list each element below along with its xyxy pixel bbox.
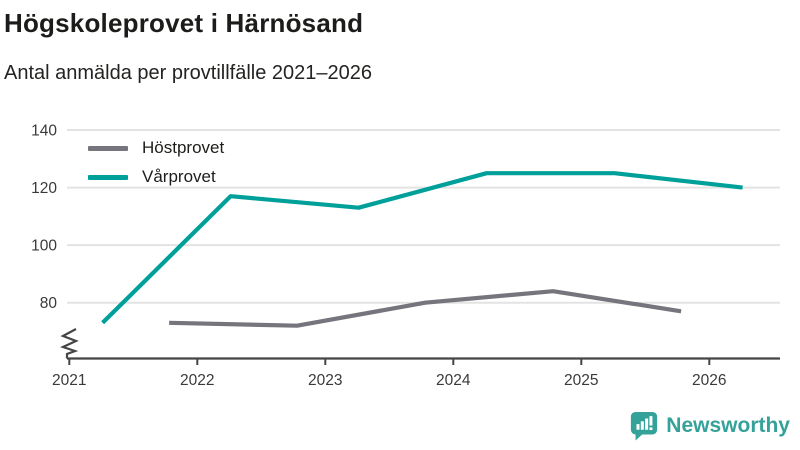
x-tick-label-2023: 2023 — [308, 372, 342, 389]
y-tick-label-80: 80 — [40, 295, 58, 312]
legend-swatch — [88, 174, 128, 180]
tick-labels: 80 100 120 140 2021 2022 2023 2024 2025 2026 — [31, 123, 726, 389]
x-axis — [60, 328, 780, 365]
newsworthy-logo-icon — [631, 411, 658, 441]
legend-swatch — [88, 145, 128, 151]
series-line-vårprovet — [101, 171, 743, 325]
y-tick-label-120: 120 — [31, 180, 57, 197]
legend-item-vårprovet: Vårprovet — [88, 167, 224, 187]
y-tick-label-100: 100 — [31, 238, 57, 255]
page-subtitle: Antal anmälda per provtillfälle 2021–202… — [4, 62, 373, 84]
x-tick-label-2024: 2024 — [436, 372, 471, 389]
data-series — [101, 171, 743, 328]
x-tick-label-2025: 2025 — [564, 372, 598, 389]
axis-break-squiggle-icon — [60, 328, 79, 359]
legend-label: Vårprovet — [142, 167, 216, 186]
newsworthy-branding: Newsworthy — [629, 410, 790, 442]
legend-item-höstprovet: Höstprovet — [88, 138, 224, 158]
x-tick-label-2022: 2022 — [180, 372, 214, 389]
newsworthy-logo-text: Newsworthy — [666, 414, 790, 437]
series-line-höstprovet — [169, 289, 682, 328]
chart-legend: Höstprovet Vårprovet — [88, 138, 224, 187]
x-tick-label-2021: 2021 — [52, 372, 86, 389]
y-tick-label-140: 140 — [31, 123, 57, 140]
x-tick-label-2026: 2026 — [692, 372, 726, 389]
legend-label: Höstprovet — [142, 138, 225, 157]
page-title: Högskoleprovet i Härnösand — [4, 8, 364, 38]
